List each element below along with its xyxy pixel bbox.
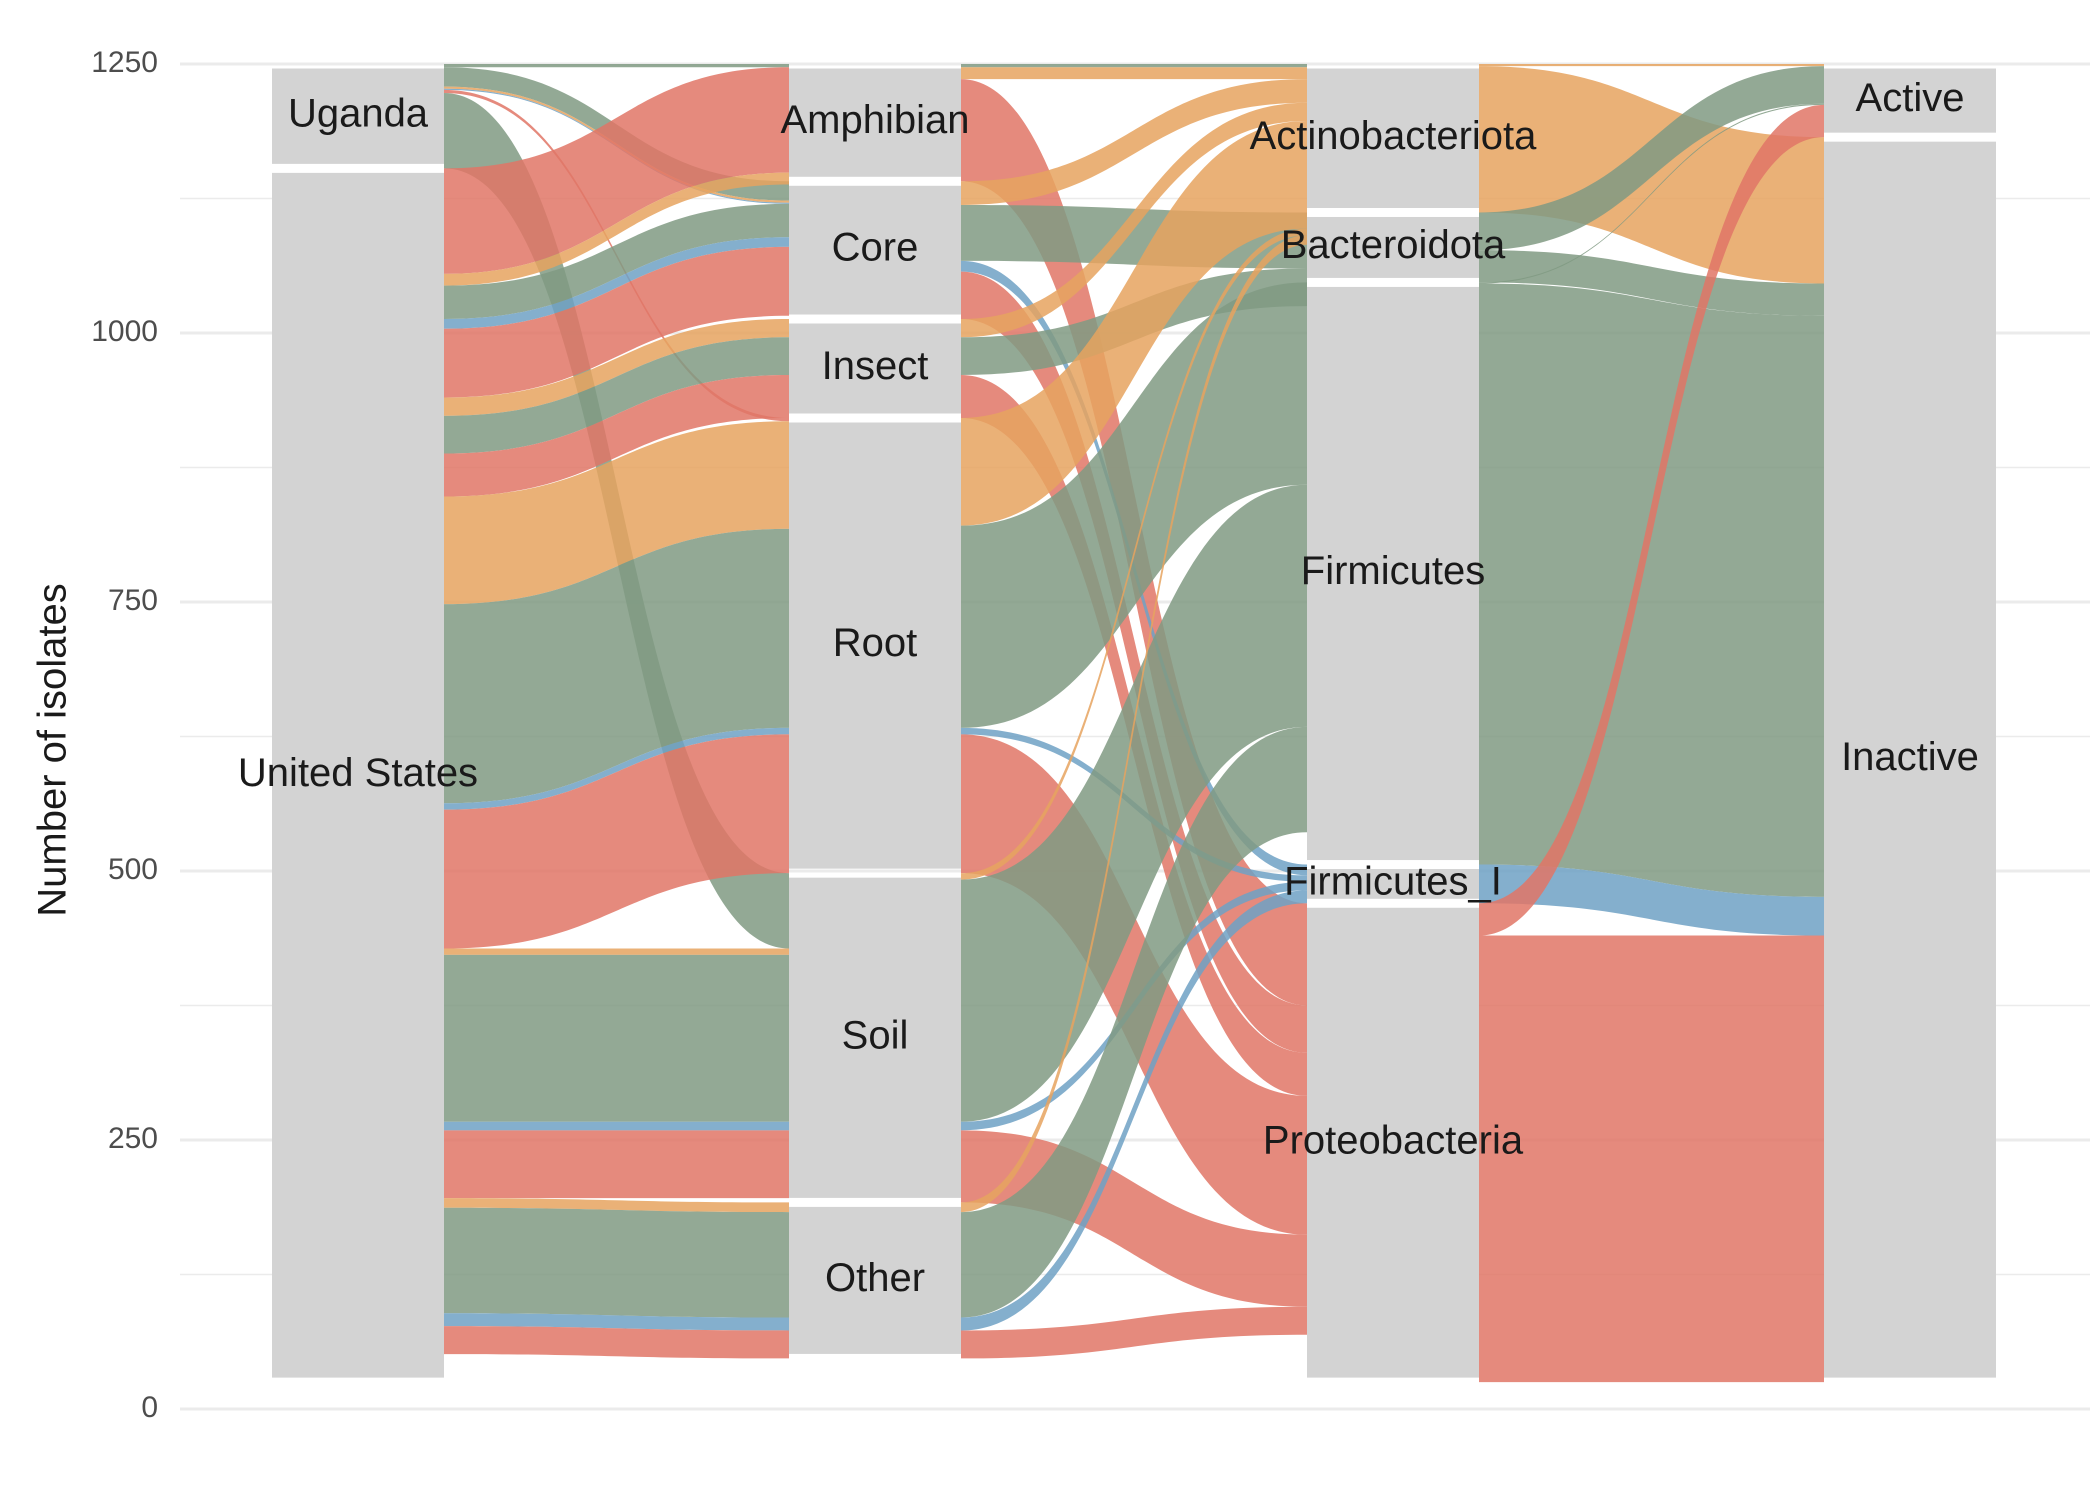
flow-green bbox=[961, 64, 1307, 68]
flow-green bbox=[1479, 250, 1824, 316]
stratum-amphibian bbox=[789, 68, 961, 177]
stratum-label: Inactive bbox=[1841, 735, 1979, 779]
stratum-labels: Uganda United States Amphibian Core Insect Ro… bbox=[238, 76, 1979, 1300]
flow-green bbox=[1479, 283, 1824, 897]
flow-blue bbox=[1479, 864, 1824, 936]
stratum-actinobacteriota bbox=[1307, 68, 1479, 208]
flow-green bbox=[444, 337, 789, 454]
flow-green bbox=[444, 64, 789, 68]
stratum-label: Insect bbox=[822, 344, 929, 388]
stratum-label: Bacteroidota bbox=[1281, 223, 1506, 267]
flow-blue bbox=[961, 890, 1307, 1331]
stratum-label: Active bbox=[1856, 76, 1965, 120]
stratum-label: Other bbox=[825, 1256, 925, 1300]
y-tick-label: 500 bbox=[108, 853, 158, 886]
y-tick-label: 750 bbox=[108, 584, 158, 617]
flow-red bbox=[961, 1306, 1307, 1359]
stratum-uganda bbox=[272, 68, 444, 164]
flow-blue bbox=[444, 727, 789, 810]
flow-blue bbox=[444, 1121, 789, 1131]
flow-red bbox=[961, 271, 1307, 1053]
stratum-inactive bbox=[1824, 141, 1996, 1378]
strata bbox=[272, 68, 1996, 1378]
flow-orange bbox=[961, 67, 1307, 80]
flow-green bbox=[961, 282, 1307, 728]
stratum-firmicutes bbox=[1307, 286, 1479, 861]
stratum-root bbox=[789, 422, 961, 869]
flow-red bbox=[444, 374, 789, 497]
stratum-label: Soil bbox=[842, 1013, 909, 1057]
flow-orange bbox=[961, 79, 1307, 205]
flow-orange bbox=[444, 1198, 789, 1213]
stratum-label: Core bbox=[832, 226, 919, 270]
stratum-core bbox=[789, 185, 961, 315]
stratum-label: Actinobacteriota bbox=[1250, 114, 1538, 158]
flow-green bbox=[961, 726, 1307, 1318]
y-tick-label: 0 bbox=[141, 1391, 158, 1424]
stratum-other bbox=[789, 1206, 961, 1354]
flow-red bbox=[444, 246, 789, 398]
y-tick-label: 1250 bbox=[91, 46, 158, 79]
flow-orange bbox=[444, 319, 789, 416]
stratum-label: Proteobacteria bbox=[1263, 1118, 1524, 1162]
flow-green bbox=[444, 1207, 789, 1318]
stratum-firmicutes-i bbox=[1307, 869, 1479, 899]
flow-red bbox=[444, 1326, 789, 1359]
flow-green bbox=[444, 203, 789, 320]
flow-orange bbox=[961, 228, 1307, 880]
flow-red bbox=[444, 67, 789, 274]
y-axis-label: Number of isolates bbox=[31, 583, 75, 916]
flow-green bbox=[1479, 103, 1824, 284]
flow-red bbox=[1479, 935, 1824, 1383]
stratum-active bbox=[1824, 68, 1996, 133]
stratum-united-states bbox=[272, 172, 444, 1378]
flow-green bbox=[444, 954, 789, 1122]
flow-orange bbox=[961, 102, 1307, 338]
flow-orange bbox=[444, 948, 789, 955]
flow-orange bbox=[1479, 64, 1824, 67]
stratum-label: Firmicutes bbox=[1301, 549, 1485, 593]
y-tick-label: 1000 bbox=[91, 315, 158, 348]
stratum-label: Root bbox=[833, 621, 918, 665]
stratum-label: Amphibian bbox=[780, 98, 969, 142]
stratum-label: Uganda bbox=[288, 92, 429, 136]
flows bbox=[444, 64, 1824, 1383]
flow-red bbox=[444, 734, 789, 949]
flow-orange bbox=[444, 172, 789, 286]
flow-green bbox=[1479, 66, 1824, 251]
stratum-insect bbox=[789, 323, 961, 414]
flow-orange bbox=[444, 421, 789, 605]
y-tick-label: 250 bbox=[108, 1122, 158, 1155]
stratum-soil bbox=[789, 877, 961, 1198]
flow-green bbox=[961, 484, 1307, 1122]
flow-orange bbox=[961, 235, 1307, 1213]
flow-orange bbox=[961, 121, 1307, 526]
stratum-proteobacteria bbox=[1307, 907, 1479, 1378]
flow-red bbox=[1479, 104, 1824, 936]
flow-blue bbox=[444, 1313, 789, 1331]
stratum-label: Firmicutes_I bbox=[1284, 859, 1502, 903]
flow-blue bbox=[444, 237, 789, 329]
flow-red bbox=[444, 1130, 789, 1199]
flow-green bbox=[444, 528, 789, 804]
y-axis-ticks: 0 250 500 750 1000 1250 bbox=[91, 46, 158, 1424]
stratum-bacteroidota bbox=[1307, 216, 1479, 278]
stratum-label: United States bbox=[238, 751, 478, 795]
